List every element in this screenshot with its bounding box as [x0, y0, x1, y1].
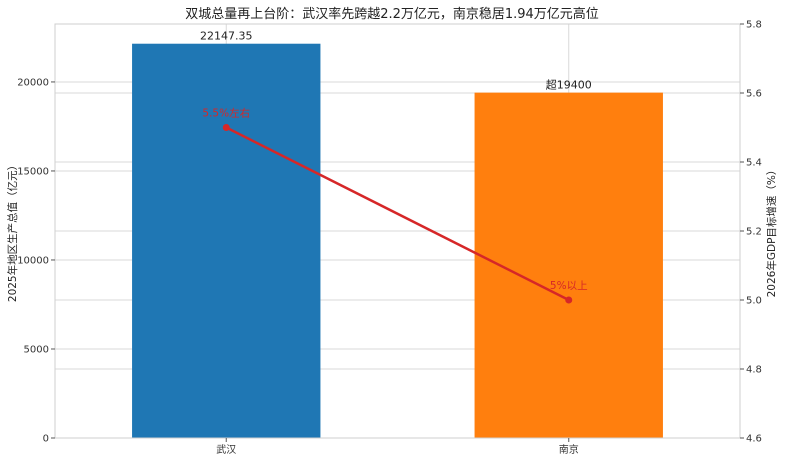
- right-tick-label-5: 5.6: [746, 89, 762, 100]
- left-tick-label-2: 10000: [17, 255, 49, 266]
- chart-title: 双城总量再上台阶：武汉率先跨越2.2万亿元，南京稳居1.94万亿元高位: [185, 6, 599, 22]
- bar-series: [132, 43, 663, 438]
- right-tick-label-6: 5.8: [746, 20, 762, 31]
- line-series: 5.5%左右 5%以上: [202, 107, 588, 304]
- left-tick-label-0: 0: [43, 434, 49, 445]
- left-tick-label-4: 20000: [17, 77, 49, 88]
- line-path: [225, 126, 570, 302]
- right-axis-ticks: 4.6 4.8 5.0 5.2 5.4 5.6 5.8: [740, 20, 762, 445]
- x-tick-label-0: 武汉: [216, 443, 236, 456]
- line-point-1: [565, 296, 573, 304]
- left-axis-label: 2025年地区生产总值（亿元）: [6, 160, 19, 302]
- bar-0: [132, 43, 321, 438]
- bar-data-labels: 22147.35 超19400: [200, 30, 592, 92]
- left-tick-label-3: 15000: [17, 166, 49, 177]
- right-tick-label-2: 5.0: [746, 296, 762, 307]
- bar-1: [474, 92, 663, 438]
- bar-data-label-0: 22147.35: [200, 30, 253, 43]
- right-tick-label-1: 4.8: [746, 365, 762, 376]
- left-tick-label-1: 5000: [24, 344, 49, 355]
- bar-data-label-1: 超19400: [546, 78, 592, 92]
- x-axis-ticks: 武汉 南京: [216, 438, 579, 456]
- left-axis-ticks: 0 5000 10000 15000 20000: [17, 77, 55, 445]
- right-tick-label-3: 5.2: [746, 227, 762, 238]
- right-axis-label: 2026年GDP目标增速（%）: [765, 165, 778, 298]
- line-data-label-0: 5.5%左右: [202, 107, 250, 120]
- line-data-label-1: 5%以上: [550, 280, 588, 292]
- right-tick-label-0: 4.6: [746, 434, 762, 445]
- line-point-0: [222, 124, 230, 131]
- x-tick-label-1: 南京: [559, 443, 579, 456]
- right-tick-label-4: 5.4: [746, 158, 762, 169]
